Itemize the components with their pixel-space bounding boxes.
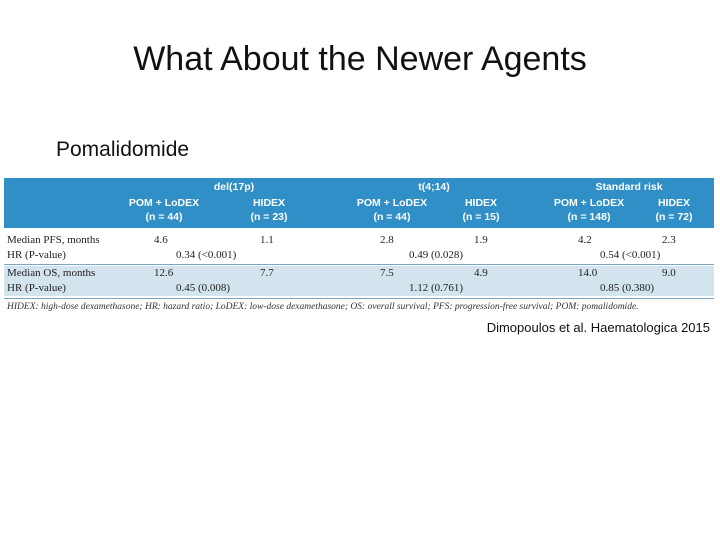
section-label: Pomalidomide — [56, 138, 190, 161]
cell-hr: 1.12 (0.761) — [409, 282, 464, 294]
row-label: Median OS, months — [7, 267, 96, 279]
cell-hr: 0.54 (<0.001) — [600, 249, 661, 261]
cell-value: 1.1 — [260, 234, 274, 246]
arm-n: (n = 15) — [462, 211, 500, 223]
group-header-t414: t(4;14) — [418, 181, 450, 193]
cell-hr: 0.34 (<0.001) — [176, 249, 237, 261]
results-table: del(17p) POM + LoDEX (n = 44) HIDEX (n =… — [4, 178, 714, 315]
row-divider — [4, 264, 714, 265]
cell-value: 4.6 — [154, 234, 168, 246]
arm-n: (n = 44) — [145, 211, 183, 223]
group-header-standard-risk: Standard risk — [595, 181, 663, 193]
cell-value: 1.9 — [474, 234, 488, 246]
table-row: HR (P-value) 0.34 (<0.001) 0.49 (0.028) … — [4, 248, 714, 263]
table-header: del(17p) POM + LoDEX (n = 44) HIDEX (n =… — [4, 178, 714, 228]
cell-value: 4.2 — [578, 234, 592, 246]
row-label: Median PFS, months — [7, 234, 100, 246]
arm-header: POM + LoDEX — [553, 197, 625, 209]
arm-header: HIDEX — [657, 197, 691, 209]
arm-header: HIDEX — [252, 197, 286, 209]
cell-value: 14.0 — [578, 267, 598, 279]
table-row: Median OS, months 12.6 7.7 7.5 4.9 14.0 … — [4, 266, 714, 281]
row-label: HR (P-value) — [7, 249, 66, 261]
table-footnote: HIDEX: high-dose dexamethasone; HR: haza… — [7, 302, 639, 312]
cell-value: 12.6 — [154, 267, 174, 279]
cell-value: 4.9 — [474, 267, 488, 279]
cell-hr: 0.85 (0.380) — [600, 282, 655, 294]
group-header-del17p: del(17p) — [213, 181, 255, 193]
cell-hr: 0.49 (0.028) — [409, 249, 464, 261]
arm-n: (n = 23) — [250, 211, 288, 223]
arm-header: POM + LoDEX — [128, 197, 200, 209]
citation: Dimopoulos et al. Haematologica 2015 — [486, 320, 710, 335]
table-row: Median PFS, months 4.6 1.1 2.8 1.9 4.2 2… — [4, 233, 714, 248]
arm-header: HIDEX — [464, 197, 498, 209]
row-divider — [4, 298, 714, 299]
row-label: HR (P-value) — [7, 282, 66, 294]
slide-title: What About the Newer Agents — [133, 40, 587, 78]
arm-header: POM + LoDEX — [356, 197, 428, 209]
arm-n: (n = 44) — [373, 211, 411, 223]
cell-value: 7.5 — [380, 267, 394, 279]
cell-value: 7.7 — [260, 267, 274, 279]
cell-value: 2.8 — [380, 234, 394, 246]
table-row: HR (P-value) 0.45 (0.008) 1.12 (0.761) 0… — [4, 281, 714, 296]
cell-hr: 0.45 (0.008) — [176, 282, 231, 294]
arm-n: (n = 72) — [655, 211, 693, 223]
cell-value: 9.0 — [662, 267, 676, 279]
cell-value: 2.3 — [662, 234, 676, 246]
arm-n: (n = 148) — [567, 211, 611, 223]
